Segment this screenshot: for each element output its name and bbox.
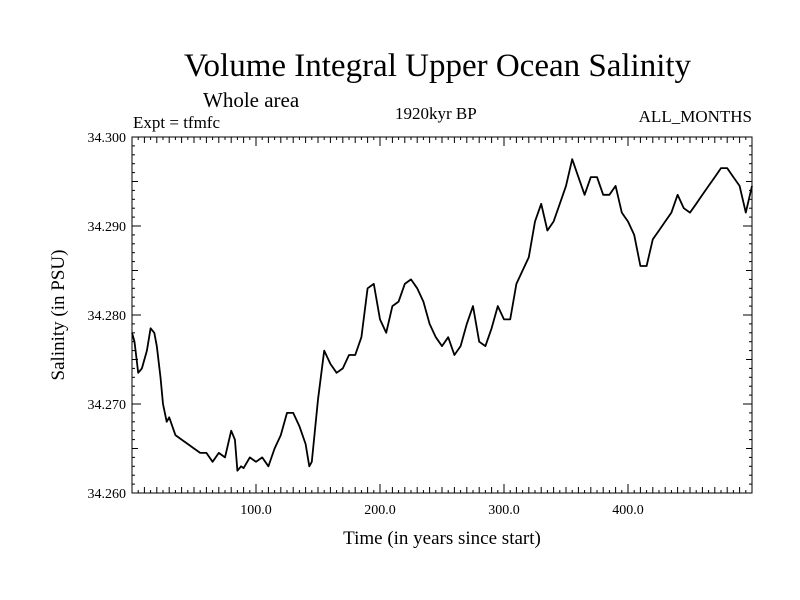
experiment-label: Expt = tfmfc — [133, 113, 221, 132]
salinity-series-line — [131, 158, 753, 472]
x-tick-label: 100.0 — [240, 503, 272, 518]
y-axis-label: Salinity (in PSU) — [48, 250, 69, 381]
months-label: ALL_MONTHS — [638, 107, 752, 126]
x-tick-label: 400.0 — [612, 503, 644, 518]
period-label: 1920kyr BP — [395, 104, 477, 123]
x-tick-label: 300.0 — [488, 503, 520, 518]
y-tick-label: 34.280 — [88, 309, 127, 324]
y-tick-label: 34.300 — [88, 131, 127, 146]
tick-layer: 100.0 200.0 300.0 400.0 34.260 34.270 34.280 34… — [88, 131, 752, 518]
x-tick-label: 200.0 — [364, 503, 396, 518]
y-tick-label: 34.290 — [88, 220, 127, 235]
chart-title: Volume Integral Upper Ocean Salinity — [183, 48, 692, 84]
chart-subtitle: Whole area — [203, 88, 300, 112]
x-axis-label: Time (in years since start) — [343, 528, 541, 549]
plot-frame — [131, 136, 753, 494]
y-tick-label: 34.270 — [88, 398, 127, 413]
y-tick-label: 34.260 — [88, 487, 127, 502]
